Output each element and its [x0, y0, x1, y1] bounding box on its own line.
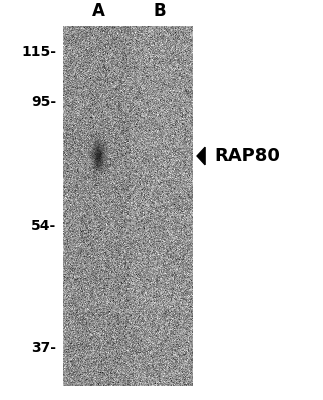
- Text: 54-: 54-: [31, 219, 57, 233]
- Text: 37-: 37-: [32, 341, 57, 355]
- Text: 95-: 95-: [31, 95, 57, 109]
- Polygon shape: [197, 147, 205, 165]
- Text: B: B: [153, 2, 166, 20]
- Text: RAP80: RAP80: [215, 147, 281, 165]
- Text: 115-: 115-: [22, 45, 57, 59]
- Text: A: A: [92, 2, 105, 20]
